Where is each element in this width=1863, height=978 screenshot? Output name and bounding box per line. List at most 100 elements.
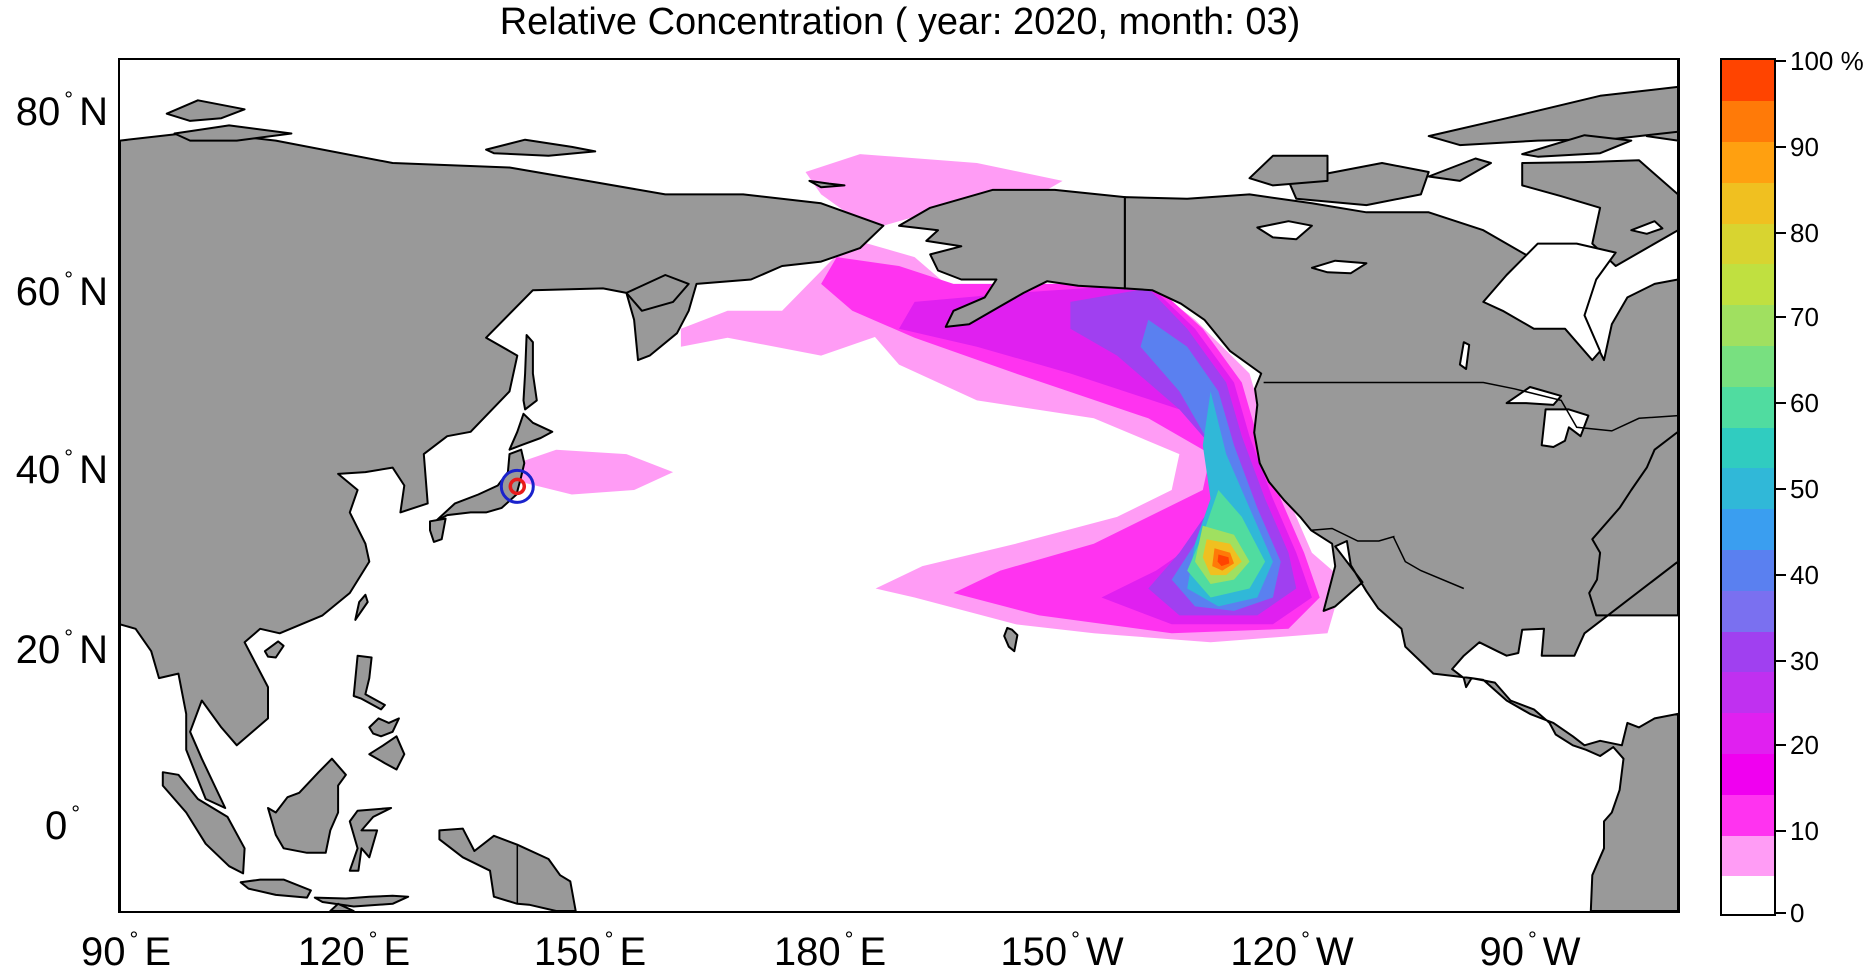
landmass-lesser-sunda [313, 894, 410, 908]
colorbar-label: 90 [1790, 132, 1819, 162]
landmass-java [239, 878, 312, 899]
colorbar-segment [1722, 427, 1774, 469]
landmass-japan-hokkaido [508, 412, 554, 451]
longitude-label: 120 ° W [1230, 927, 1354, 974]
colorbar-segment [1722, 223, 1774, 265]
latitude-label: 0 ° [44, 801, 80, 848]
colorbar-tick [1776, 146, 1786, 148]
longitude-label: 90 ° E [81, 927, 171, 974]
landmass-kamchatka-cap [625, 274, 690, 312]
landmass-alaska [898, 188, 1126, 328]
colorbar-tick [1776, 232, 1786, 234]
colorbar-tick [1776, 488, 1786, 490]
colorbar-segment [1722, 100, 1774, 143]
longitude-label: 150 ° W [1000, 927, 1124, 974]
colorbar-tick [1776, 912, 1786, 914]
colorbar-segment [1722, 549, 1774, 591]
landmass-devon-island [1521, 134, 1633, 158]
landmass-new-guinea [438, 827, 577, 911]
source-marker-outer-ring [499, 468, 535, 504]
latitude-label: 20 ° N [15, 625, 108, 672]
colorbar-segment [1722, 590, 1774, 632]
colorbar-segment [1722, 141, 1774, 183]
colorbar-label: 30 [1790, 646, 1819, 676]
colorbar-segment [1722, 182, 1774, 224]
landmass-baffin [1521, 159, 1678, 267]
plume-band-100 [1217, 554, 1230, 567]
colorbar-label: 80 [1790, 218, 1819, 248]
landmass-taiwan [354, 593, 369, 621]
colorbar-tick [1776, 316, 1786, 318]
landmass-sulawesi [348, 807, 393, 872]
colorbar-segment [1722, 835, 1774, 877]
latitude-label: 60 ° N [15, 267, 108, 314]
map-canvas [120, 60, 1678, 911]
colorbar-tick [1776, 60, 1786, 62]
longitude-label: 90 ° W [1479, 927, 1581, 974]
landmass-borneo [267, 757, 347, 854]
colorbar-label: 100 % [1790, 46, 1863, 76]
colorbar-segment [1722, 876, 1774, 914]
hudson-bay [1482, 242, 1617, 362]
landmass-taymyr-cap [173, 124, 293, 142]
colorbar-segment [1722, 386, 1774, 428]
colorbar-segment [1722, 753, 1774, 795]
colorbar-segment [1722, 304, 1774, 347]
colorbar-label: 10 [1790, 816, 1819, 846]
colorbar-segment [1722, 794, 1774, 836]
colorbar [1720, 58, 1776, 916]
landmass-japan-kyushu [429, 517, 447, 543]
concentration-plume [517, 154, 1343, 643]
longitude-label: 150 ° E [533, 927, 647, 974]
landmass-mindanao [368, 735, 406, 771]
colorbar-segment [1722, 468, 1774, 510]
landmass-japan-honshu [434, 448, 526, 523]
colorbar-segment [1722, 345, 1774, 387]
colorbar-segment [1722, 264, 1774, 306]
landmass-new-siberia [485, 138, 597, 157]
landmass-victoria-island [1287, 162, 1430, 207]
colorbar-tick [1776, 660, 1786, 662]
source-marker [499, 468, 535, 504]
source-marker-inner-ring [508, 477, 527, 496]
lake-superior [1505, 386, 1563, 406]
lake-great-bear [1256, 220, 1313, 241]
plume-band-arctic [805, 154, 1063, 226]
latitude-label: 40 ° N [15, 445, 108, 492]
lake-winnipeg [1458, 341, 1471, 370]
landmass-visayas [368, 717, 400, 738]
colorbar-label: 50 [1790, 474, 1819, 504]
landmass-sakhalin [522, 334, 538, 411]
landmass-hainan [263, 640, 285, 659]
border-us-mexico [1311, 527, 1465, 590]
colorbar-tick [1776, 402, 1786, 404]
landmass-sumatra [161, 771, 246, 875]
colorbar-segment [1722, 712, 1774, 755]
lake-great-slave [1310, 259, 1368, 275]
landmass-sri-cap [329, 902, 355, 911]
longitude-label: 180 ° E [773, 927, 887, 974]
landmass-wrangel [808, 179, 846, 189]
colorbar-label: 70 [1790, 302, 1819, 332]
border-us-canada [1263, 381, 1678, 432]
lake-michigan-huron [1540, 408, 1590, 448]
plume-band-japan [517, 449, 674, 495]
colorbar-segment [1722, 60, 1774, 102]
latitude-label: 80 ° N [15, 87, 108, 134]
landmass-prince-of-wales [1427, 157, 1492, 182]
colorbar-tick [1776, 744, 1786, 746]
land-masses [120, 60, 1678, 911]
colorbar-label: 40 [1790, 560, 1819, 590]
landmass-luzon [352, 654, 386, 711]
landmass-severnaya-zemlya [165, 99, 246, 122]
colorbar-segment [1722, 672, 1774, 714]
longitude-label: 120 ° E [297, 927, 411, 974]
colorbar-segment [1722, 631, 1774, 673]
colorbar-label: 0 [1790, 898, 1805, 928]
colorbar-label: 20 [1790, 730, 1819, 760]
landmass-ellesmere [1427, 85, 1678, 147]
map-panel[interactable] [118, 58, 1680, 913]
colorbar-tick [1776, 830, 1786, 832]
landmass-hawaii [1003, 626, 1019, 653]
map-title: Relative Concentration ( year: 2020, mon… [499, 1, 1301, 43]
